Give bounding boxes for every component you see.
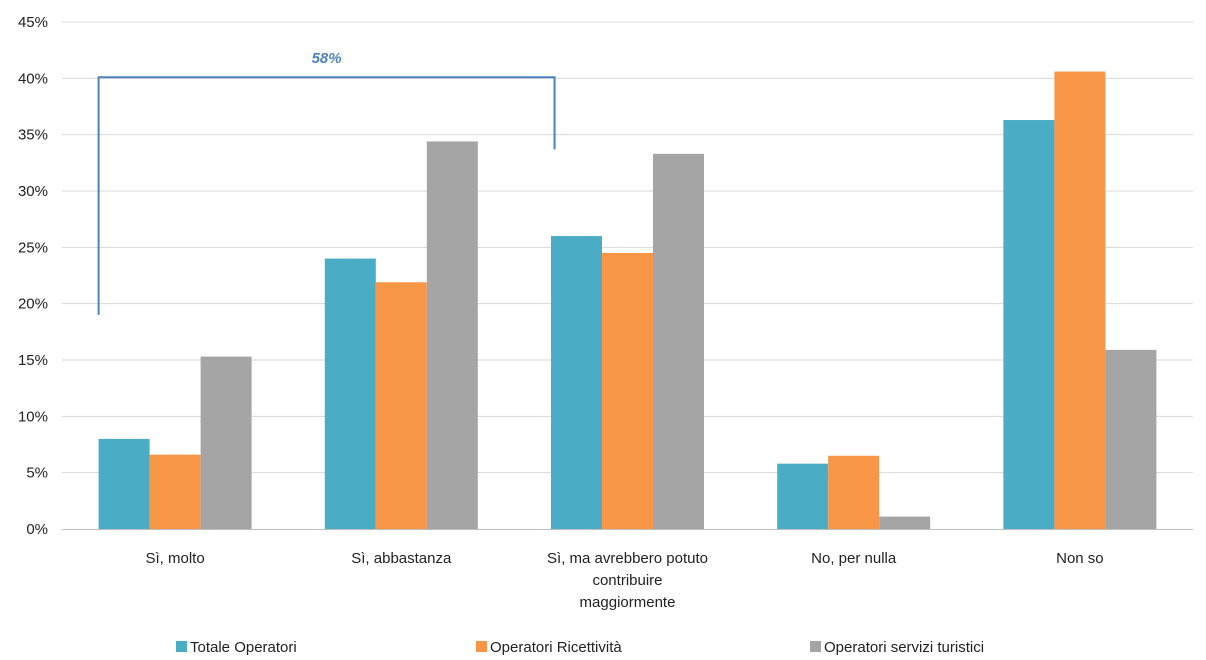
bar bbox=[1003, 120, 1055, 530]
bar bbox=[551, 236, 602, 530]
y-tick-label: 5% bbox=[26, 465, 48, 482]
bracket-line bbox=[97, 76, 556, 315]
bar bbox=[98, 438, 150, 529]
legend-swatch bbox=[476, 641, 487, 652]
x-tick-label: No, per nulla bbox=[811, 550, 897, 567]
x-tick-label: contribuire bbox=[592, 572, 662, 589]
bar bbox=[777, 463, 829, 529]
y-tick-label: 20% bbox=[18, 296, 48, 313]
x-tick-label: Non so bbox=[1056, 550, 1104, 567]
x-tick-label: Sì, ma avrebbero potuto bbox=[547, 550, 708, 567]
y-axis-tick-labels: 0% 5% 10% 15% 20% 25% 30% 35% 40% 45% bbox=[18, 14, 48, 538]
bars bbox=[98, 71, 1157, 530]
x-tick-label: maggiormente bbox=[580, 594, 676, 611]
bar bbox=[828, 455, 880, 529]
bar bbox=[375, 282, 427, 529]
bar bbox=[1054, 71, 1106, 529]
y-tick-label: 45% bbox=[18, 14, 48, 31]
x-tick-label: Sì, molto bbox=[146, 550, 205, 567]
legend-swatch bbox=[176, 641, 187, 652]
y-tick-label: 15% bbox=[18, 352, 48, 369]
legend-label: Operatori servizi turistici bbox=[824, 639, 984, 656]
legend-label: Totale Operatori bbox=[190, 639, 297, 656]
bracket-label: 58% bbox=[312, 50, 342, 67]
bar bbox=[653, 153, 704, 529]
y-tick-label: 40% bbox=[18, 70, 48, 87]
bar bbox=[426, 141, 478, 529]
x-tick-label: Sì, abbastanza bbox=[351, 550, 452, 567]
y-tick-label: 10% bbox=[18, 408, 48, 425]
y-tick-label: 0% bbox=[26, 521, 48, 538]
annotation-bracket: 58% bbox=[97, 50, 556, 315]
y-tick-label: 30% bbox=[18, 183, 48, 200]
legend-label: Operatori Ricettività bbox=[490, 639, 622, 656]
bar bbox=[879, 516, 931, 529]
bar bbox=[1105, 349, 1157, 529]
bar bbox=[324, 258, 376, 529]
legend: Totale Operatori Operatori Ricettività Ope… bbox=[176, 639, 984, 656]
bar bbox=[200, 356, 252, 529]
bar bbox=[149, 454, 201, 529]
y-tick-label: 35% bbox=[18, 127, 48, 144]
y-tick-label: 25% bbox=[18, 239, 48, 256]
bar bbox=[602, 252, 653, 529]
legend-swatch bbox=[810, 641, 821, 652]
x-axis-category-labels: Sì, molto Sì, abbastanza Sì, ma avrebbero … bbox=[146, 550, 1104, 611]
